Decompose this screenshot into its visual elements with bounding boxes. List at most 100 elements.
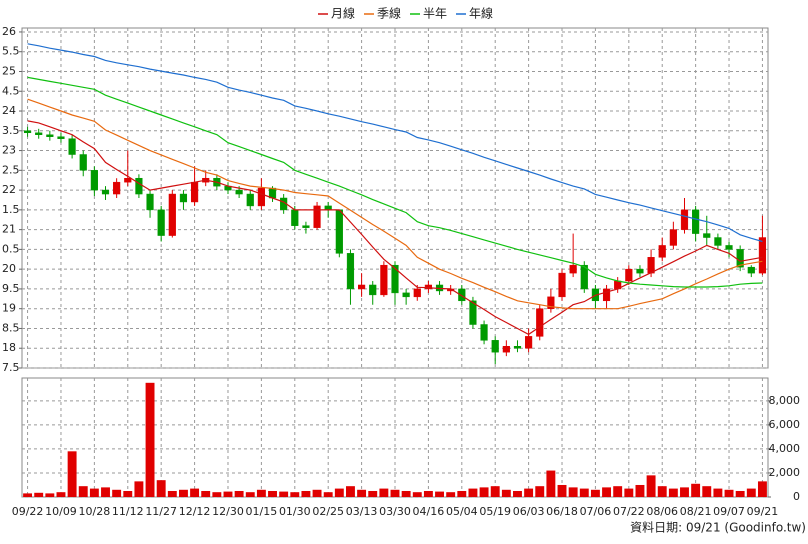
x-tick-label: 10/28 [79,505,111,518]
candle-body [168,193,176,236]
volume-bar [401,490,411,497]
candle-body [547,296,555,309]
volume-bar [134,481,144,497]
volume-bar [89,488,99,497]
candle-body [268,187,277,199]
volume-bar [635,484,645,497]
candle-body [46,134,54,137]
candle-body [79,154,87,171]
candle-body [124,177,132,183]
volume-bar [423,490,433,497]
x-tick-label: 01/30 [279,505,311,518]
volume-bar [546,470,556,497]
ma-line [27,43,763,243]
y-tick-label: 7.5 [2,361,20,374]
x-tick-label: 02/25 [312,505,344,518]
candle-body [157,209,165,236]
candle-body [402,292,410,298]
volume-bar [112,489,122,497]
x-tick-label: 07/22 [613,505,645,518]
volume-bar [268,490,277,497]
ma-line [27,76,763,288]
x-tick-label: 03/13 [346,505,378,518]
y-tick-label: 5.5 [2,45,20,58]
volume-bar [323,492,333,497]
volume-bar [590,489,600,497]
candle-body [380,264,388,296]
volume-bar [501,489,511,497]
x-tick-label: 11/27 [145,505,177,518]
candle-body [35,132,43,135]
candle-body [135,177,143,195]
volume-bar [713,488,723,497]
y-tick-label: 2,000 [769,466,801,479]
y-tick-label: 0 [793,490,800,503]
candle-body [257,187,265,207]
volume-bar [23,493,33,497]
candle-body [179,193,188,203]
volume-bar [178,489,188,497]
candle-body [703,233,711,238]
x-tick-label: 09/07 [713,505,745,518]
volume-bar [301,490,311,497]
candle-body [747,266,755,274]
x-tick-label: 06/03 [513,505,545,518]
volume-bar [334,488,344,497]
volume-bar [535,486,545,497]
x-tick-label: 12/30 [212,505,244,518]
candle-body [190,181,199,203]
x-tick-label: 06/18 [546,505,578,518]
candle-body [235,189,243,195]
volume-bar [602,487,612,497]
volume-bar [624,488,634,497]
y-tick-label: 8,000 [769,394,801,407]
volume-panel [21,377,769,498]
volume-bar [746,488,756,497]
volume-bar [357,489,367,497]
volume-bar [724,489,734,497]
y-tick-label: 26 [2,25,16,38]
candle-body [358,284,366,290]
candle-body [692,209,700,234]
ma-line [27,98,763,310]
volume-bar [691,483,701,497]
candle-body [113,181,121,195]
volume-bar [568,487,578,497]
volume-bar [513,490,522,497]
volume-bar [457,490,467,497]
candle-body [636,268,644,274]
candle-body [602,288,611,302]
candle-body [346,253,355,290]
volume-bar [34,492,44,497]
candle-body [580,264,588,290]
candle-body [413,288,421,298]
volume-bar [190,488,200,497]
volume-bar [468,488,478,497]
volume-bar [212,492,222,497]
volume-bar [245,492,255,497]
volume-bar [67,451,77,497]
volume-bar [346,486,355,497]
candle-body [313,205,321,228]
candle-body [658,245,666,258]
legend-label: 季線 [377,6,401,21]
y-tick-label: 24 [2,104,16,117]
volume-bar [368,490,378,497]
y-tick-label: 3.5 [2,124,20,137]
candle-body [391,264,399,294]
volume-bar [435,491,444,497]
volume-bar [123,490,133,497]
ma-line [27,120,763,336]
volume-bar [646,475,656,497]
volume-bar [657,486,667,497]
y-tick-label: 18 [2,341,16,354]
y-tick-label: 22 [2,183,16,196]
x-tick-label: 05/19 [479,505,511,518]
candle-body [335,209,343,254]
source-note: 資料日期: 09/21 (Goodinfo.tw) [630,521,806,535]
y-tick-label: 9.5 [2,282,20,295]
volume-bar [234,490,244,497]
volume-bar [757,481,767,497]
x-tick-label: 01/15 [246,505,278,518]
volume-bar [56,492,66,497]
